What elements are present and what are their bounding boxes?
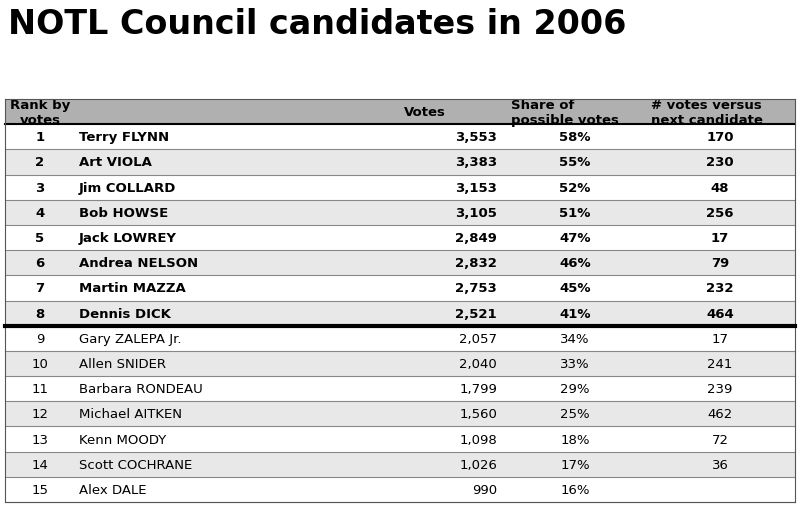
Text: 9: 9 <box>36 332 44 345</box>
Text: Michael AITKEN: Michael AITKEN <box>79 408 182 421</box>
Bar <box>5 477 795 502</box>
Text: Terry FLYNN: Terry FLYNN <box>79 131 169 144</box>
Text: 79: 79 <box>711 257 729 270</box>
Text: Jim COLLARD: Jim COLLARD <box>79 181 176 194</box>
Text: Kenn MOODY: Kenn MOODY <box>79 433 166 445</box>
Text: Martin MAZZA: Martin MAZZA <box>79 282 186 295</box>
Text: 2,521: 2,521 <box>455 307 497 320</box>
Bar <box>5 452 795 477</box>
Text: 25%: 25% <box>560 408 590 421</box>
Text: Dennis DICK: Dennis DICK <box>79 307 171 320</box>
Text: 7: 7 <box>35 282 45 295</box>
Text: 52%: 52% <box>559 181 590 194</box>
Text: 232: 232 <box>706 282 734 295</box>
Text: 29%: 29% <box>560 382 590 395</box>
Text: 1,098: 1,098 <box>459 433 497 445</box>
Bar <box>5 125 795 150</box>
Text: 170: 170 <box>706 131 734 144</box>
Text: Scott COCHRANE: Scott COCHRANE <box>79 458 192 471</box>
Text: Rank by
votes: Rank by votes <box>10 98 70 126</box>
Text: Gary ZALEPA Jr.: Gary ZALEPA Jr. <box>79 332 182 345</box>
Text: 2,832: 2,832 <box>455 257 497 270</box>
Text: 2,849: 2,849 <box>455 232 497 244</box>
Text: 18%: 18% <box>560 433 590 445</box>
Text: 12: 12 <box>31 408 49 421</box>
Bar <box>5 401 795 427</box>
Text: 17: 17 <box>711 232 729 244</box>
Text: # votes versus
next candidate: # votes versus next candidate <box>651 98 763 126</box>
Text: 241: 241 <box>707 357 733 370</box>
Text: 17: 17 <box>711 332 729 345</box>
Text: 2,753: 2,753 <box>455 282 497 295</box>
Bar <box>5 427 795 452</box>
Text: Barbara RONDEAU: Barbara RONDEAU <box>79 382 202 395</box>
Text: 17%: 17% <box>560 458 590 471</box>
Text: 10: 10 <box>31 357 49 370</box>
Text: 5: 5 <box>35 232 45 244</box>
Text: 1,026: 1,026 <box>459 458 497 471</box>
Text: 41%: 41% <box>559 307 590 320</box>
Bar <box>5 326 795 351</box>
Bar <box>5 376 795 401</box>
Text: 1,799: 1,799 <box>459 382 497 395</box>
Text: 3: 3 <box>35 181 45 194</box>
Text: 16%: 16% <box>560 483 590 496</box>
Text: 8: 8 <box>35 307 45 320</box>
Text: 4: 4 <box>35 207 45 219</box>
Text: 230: 230 <box>706 156 734 169</box>
Text: 462: 462 <box>707 408 733 421</box>
Text: 2,040: 2,040 <box>459 357 497 370</box>
Text: 2,057: 2,057 <box>459 332 497 345</box>
Text: 45%: 45% <box>559 282 590 295</box>
Bar <box>5 150 795 175</box>
Bar <box>5 301 795 326</box>
Text: 1,560: 1,560 <box>459 408 497 421</box>
Text: 3,383: 3,383 <box>455 156 497 169</box>
Text: 3,105: 3,105 <box>455 207 497 219</box>
Text: 46%: 46% <box>559 257 591 270</box>
Text: 55%: 55% <box>559 156 590 169</box>
Text: Allen SNIDER: Allen SNIDER <box>79 357 166 370</box>
Text: 13: 13 <box>31 433 49 445</box>
Text: 11: 11 <box>31 382 49 395</box>
Text: 58%: 58% <box>559 131 590 144</box>
Text: 256: 256 <box>706 207 734 219</box>
Text: 34%: 34% <box>560 332 590 345</box>
Text: 15: 15 <box>31 483 49 496</box>
Text: Bob HOWSE: Bob HOWSE <box>79 207 168 219</box>
Bar <box>5 276 795 301</box>
Bar <box>5 175 795 200</box>
Bar <box>5 226 795 250</box>
Text: 1: 1 <box>35 131 45 144</box>
Text: Share of
possible votes: Share of possible votes <box>511 98 619 126</box>
Bar <box>5 100 795 125</box>
Text: 3,553: 3,553 <box>455 131 497 144</box>
Text: 36: 36 <box>711 458 729 471</box>
Text: Jack LOWREY: Jack LOWREY <box>79 232 177 244</box>
Bar <box>5 351 795 376</box>
Text: 14: 14 <box>31 458 49 471</box>
Text: 6: 6 <box>35 257 45 270</box>
Bar <box>5 200 795 226</box>
Text: Votes: Votes <box>404 106 446 119</box>
Text: Art VIOLA: Art VIOLA <box>79 156 152 169</box>
Text: 48: 48 <box>710 181 730 194</box>
Text: 72: 72 <box>711 433 729 445</box>
Text: 47%: 47% <box>559 232 590 244</box>
Text: Andrea NELSON: Andrea NELSON <box>79 257 198 270</box>
Bar <box>5 250 795 276</box>
Text: 51%: 51% <box>559 207 590 219</box>
Text: Alex DALE: Alex DALE <box>79 483 146 496</box>
Text: 3,153: 3,153 <box>455 181 497 194</box>
Text: 33%: 33% <box>560 357 590 370</box>
Text: NOTL Council candidates in 2006: NOTL Council candidates in 2006 <box>8 8 626 41</box>
Text: 464: 464 <box>706 307 734 320</box>
Text: 990: 990 <box>472 483 497 496</box>
Text: 2: 2 <box>35 156 45 169</box>
Text: 239: 239 <box>707 382 733 395</box>
